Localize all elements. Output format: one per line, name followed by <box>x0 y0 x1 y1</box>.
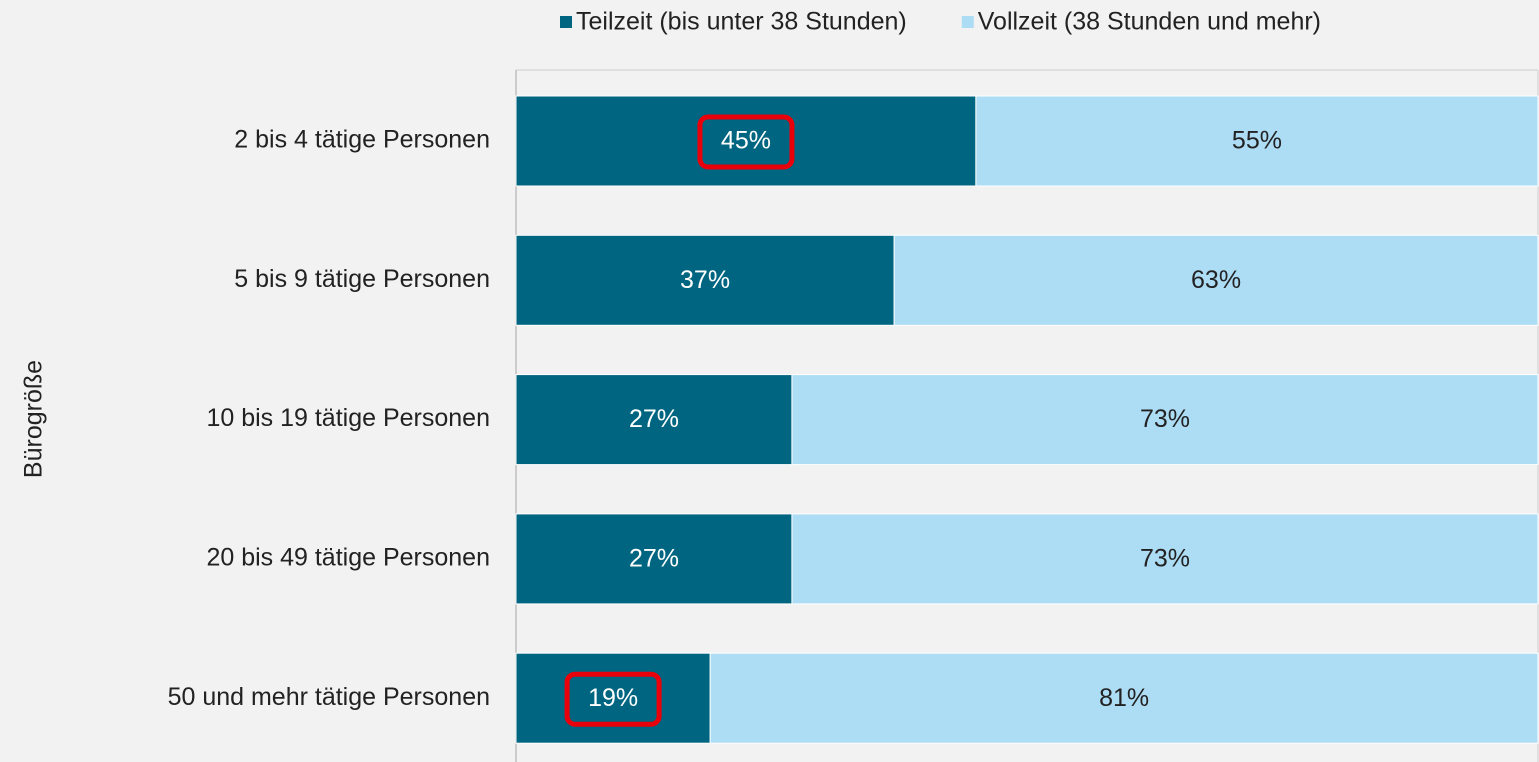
bar-segment <box>515 234 895 326</box>
data-label: 63% <box>1191 266 1241 294</box>
data-label: 27% <box>629 405 679 433</box>
y-tick-label: 5 bis 9 tätige Personen <box>234 265 490 293</box>
data-label: 73% <box>1140 405 1190 433</box>
axis-title: Bürogröße <box>20 360 48 478</box>
bar-segment <box>515 374 793 466</box>
y-tick-label: 50 und mehr tätige Personen <box>168 683 490 711</box>
y-tick-label: 10 bis 19 tätige Personen <box>206 404 490 432</box>
highlight-box <box>564 671 662 727</box>
data-label: 73% <box>1140 545 1190 573</box>
bar-segment <box>515 95 977 187</box>
y-tick-label: 2 bis 4 tätige Personen <box>234 126 490 154</box>
bar-segment <box>791 513 1539 605</box>
legend-swatch <box>560 16 572 28</box>
bar-segment <box>515 652 711 744</box>
data-label: 55% <box>1232 127 1282 155</box>
legend-label: Teilzeit (bis unter 38 Stunden) <box>576 8 907 36</box>
data-label: 19% <box>588 684 638 712</box>
data-label: 81% <box>1099 684 1149 712</box>
bar-segment <box>709 652 1539 744</box>
bar-segment <box>975 95 1539 187</box>
data-label: 37% <box>680 266 730 294</box>
data-label: 27% <box>629 545 679 573</box>
bar-segment <box>893 234 1539 326</box>
highlight-box <box>697 114 795 170</box>
bar-segment <box>791 374 1539 466</box>
data-label: 45% <box>721 127 771 155</box>
y-tick-label: 20 bis 49 tätige Personen <box>206 544 490 572</box>
legend-label: Vollzeit (38 Stunden und mehr) <box>978 8 1321 36</box>
legend-swatch <box>961 16 974 28</box>
bar-segment <box>515 513 793 605</box>
